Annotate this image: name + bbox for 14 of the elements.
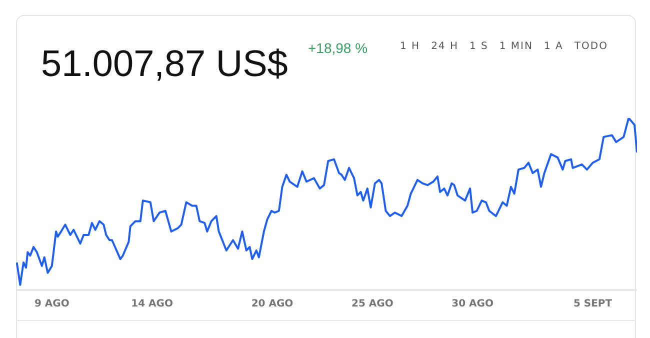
x-tick-label: 14 AGO [131,298,173,310]
text: 24 H [431,41,458,52]
chart-subtitle: +18,98 % [308,40,368,56]
text: 1 S [470,41,488,52]
chart-title: 51.007,87 US$ [41,43,288,85]
text: TODO [574,41,608,52]
x-tick-label: 25 AGO [351,298,394,310]
x-tick-label: 20 AGO [251,298,294,310]
text: 1 H [400,41,420,52]
text: 1 A [544,41,564,52]
x-tick-label: 5 SEPT [573,298,612,310]
x-tick-label: 9 AGO [34,298,70,310]
text: 1 MIN [499,41,533,52]
x-tick-label: 30 AGO [452,298,494,310]
